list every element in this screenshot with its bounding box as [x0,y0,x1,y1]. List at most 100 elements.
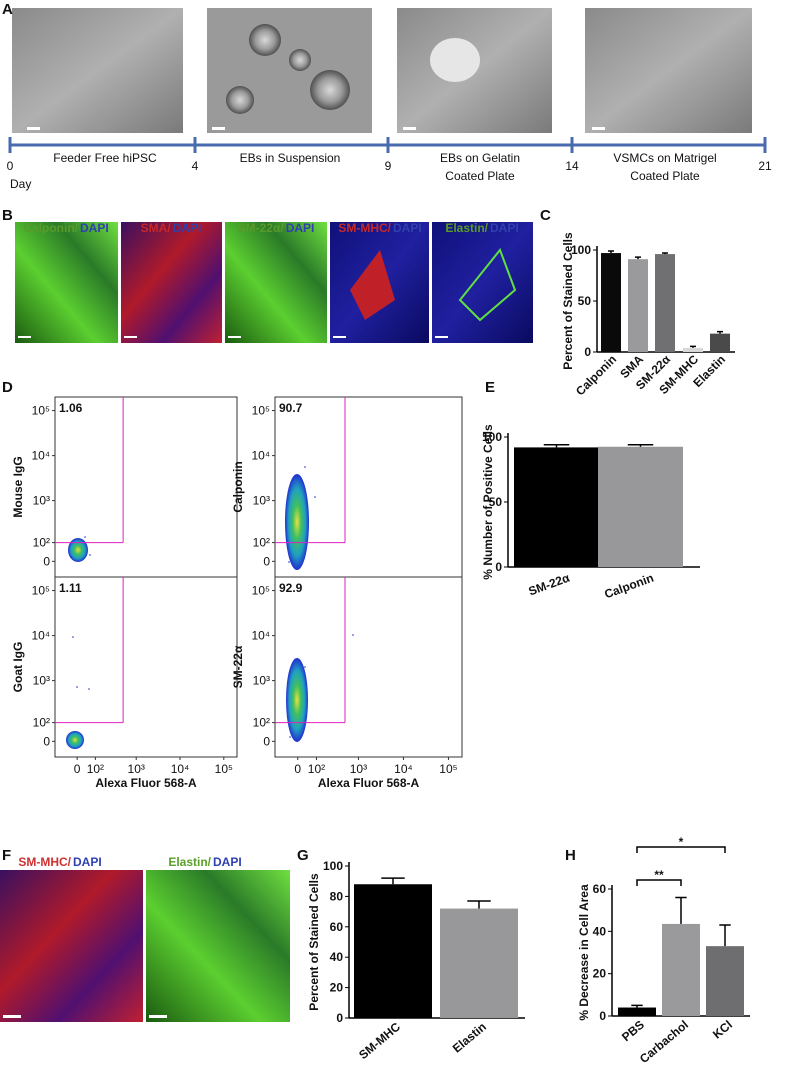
y-tick-label: 10² [253,536,270,550]
image [225,222,327,343]
bar [514,447,599,567]
image-detail [350,250,395,320]
stain-marker: Elastin/ [168,855,211,869]
x-tick-label: 0 [294,762,301,776]
panel-label: A [2,1,13,18]
stain-counter: DAPI [213,855,242,869]
y-tick-label: 80 [330,889,344,903]
stage-label: EBs in Suspension [240,151,341,165]
y-tick-label: 10³ [33,674,50,688]
stain-caption: Elastin/DAPI [168,855,241,869]
error-bar [467,900,491,909]
bar [354,884,432,1018]
x-axis-label: Alexa Fluor 568-A [95,776,197,790]
panel-label: D [2,379,13,396]
y-tick-label: 100 [323,859,343,873]
x-tick-label: 10³ [128,762,145,776]
stage-label: Coated Plate [630,169,700,183]
error-bar [631,1004,643,1008]
image [15,222,118,343]
event-cloud [285,474,309,570]
event-dot [304,666,306,668]
significance-bracket [636,846,726,853]
y-tick-label: 10⁵ [32,584,50,598]
panel-label: C [540,207,551,224]
y-tick-label: 50 [578,294,592,308]
y-tick-label: 10⁵ [252,404,270,418]
y-tick-label: 40 [593,924,607,938]
stain-counter: DAPI [73,855,102,869]
image-detail [226,86,254,114]
x-axis-label: Alexa Fluor 568-A [318,776,420,790]
event-dot [72,636,74,638]
event-cloud [66,731,84,749]
panel-label: G [297,847,309,864]
error-bar [717,330,723,334]
panel-label: H [565,847,576,864]
stain-marker: SM-MHC/ [18,855,71,869]
panel-label: E [485,379,495,396]
y-tick-label: 40 [330,950,344,964]
image-detail [310,70,350,110]
y-tick-label: 0 [336,1011,343,1025]
y-tick-label: 0 [495,560,502,574]
x-tick-label: 10² [308,762,325,776]
image-detail [289,49,311,71]
gate-percent: 90.7 [279,401,303,415]
event-dot [352,634,354,636]
y-axis-label: SM-22α [231,645,245,688]
x-tick-label: 10⁴ [394,762,413,776]
error-bar [719,924,731,947]
x-tick-label: SM-MHC [356,1019,403,1062]
stain-counter: DAPI [80,221,109,235]
y-tick-label: 60 [593,882,607,896]
event-dot [70,556,72,558]
stage-label: VSMCs on Matrigel [613,151,716,165]
error-bar [627,444,654,447]
y-tick-label: 20 [330,981,344,995]
day-number: 9 [385,159,392,173]
x-tick-label: 10⁵ [439,762,457,776]
image [432,222,533,343]
micrographs [0,8,752,1022]
y-axis-label: Percent of Stained Cells [561,232,575,370]
event-dot [304,466,306,468]
y-tick-label: 10⁴ [251,449,270,463]
stage-label: EBs on Gelatin [440,151,520,165]
error-bar [662,252,668,255]
bar [710,333,730,352]
image [0,870,143,1022]
day-number: 4 [192,159,199,173]
y-tick-label: 10³ [253,494,270,508]
y-axis-label: Calponin [231,461,245,512]
image [585,8,752,133]
x-tick-label: Carbachol [637,1018,691,1066]
y-tick-label: 0 [263,734,270,748]
stain-counter: DAPI [173,221,202,235]
x-tick-label: 10² [87,762,104,776]
panel-label: F [2,847,11,864]
gate-percent: 1.06 [59,401,83,415]
stain-caption: SM-MHC/DAPI [18,855,101,869]
error-bar [608,250,614,254]
event-dot [89,554,91,556]
error-bar [543,444,570,448]
x-tick-label: SM-22α [527,570,573,598]
stain-caption: SM-22α/DAPI [238,221,315,235]
stain-caption: SM-MHC/DAPI [338,221,421,235]
significance-bracket [636,879,682,886]
image-detail [430,38,480,82]
error-bar [675,896,687,924]
y-tick-label: 10³ [33,494,50,508]
x-tick-label: 0 [74,762,81,776]
scale-bars [3,127,605,1018]
error-bar [381,877,405,885]
event-cloud [68,538,88,562]
stain-marker: Calponin/ [23,221,78,235]
y-tick-label: 10³ [253,674,270,688]
bar [601,253,621,352]
y-tick-label: 0 [599,1009,606,1023]
y-axis-label: Goat IgG [11,642,25,693]
bar [440,908,518,1018]
